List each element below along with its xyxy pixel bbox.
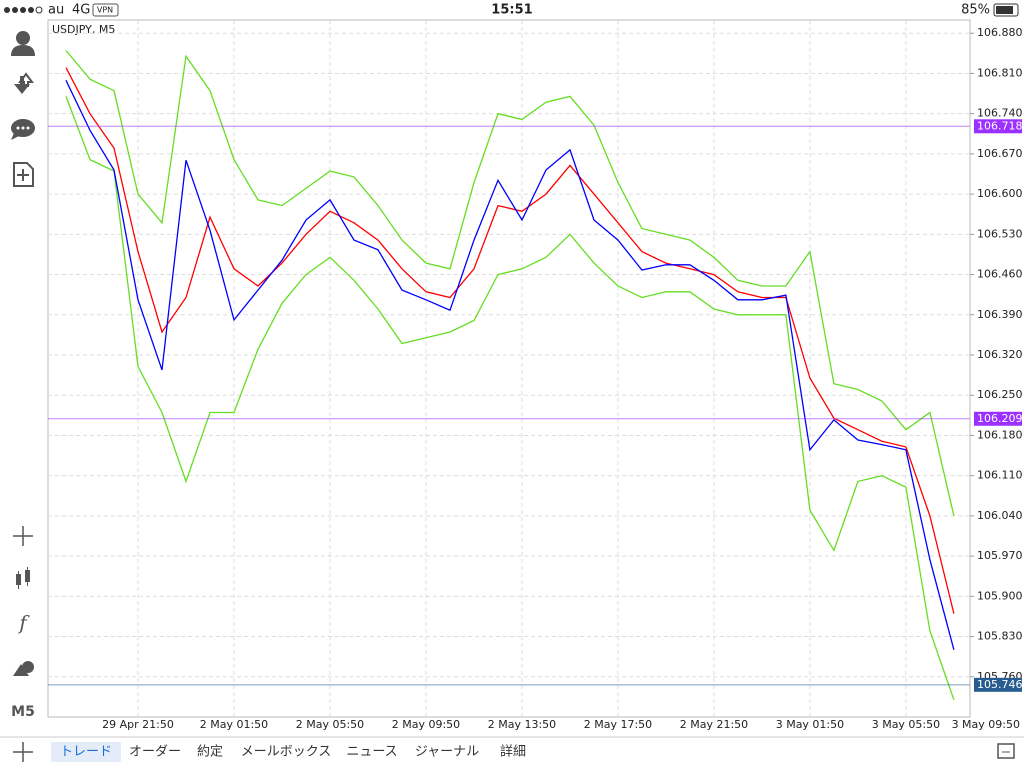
plot-frame <box>47 19 971 718</box>
battery-level: 85% <box>961 3 990 18</box>
chat-icon[interactable] <box>11 119 35 140</box>
y-tick-label: 106.180 <box>977 428 1023 441</box>
y-tick-label: 106.810 <box>977 66 1023 79</box>
y-tick-label: 106.320 <box>977 348 1023 361</box>
tab[interactable]: 約定 <box>197 745 223 760</box>
series-line <box>65 96 955 701</box>
chart-title: USDJPY, M5 <box>52 23 115 36</box>
indicator-icon[interactable]: f <box>17 611 30 635</box>
price-level-tag <box>974 677 1022 692</box>
x-tick-label: 3 May 05:50 <box>872 718 940 731</box>
tab[interactable]: オーダー <box>129 745 181 760</box>
x-tick-label: 29 Apr 21:50 <box>102 718 174 731</box>
y-tick-label: 106.600 <box>977 187 1023 200</box>
tab[interactable]: メールボックス <box>241 745 332 760</box>
carrier: au <box>48 3 64 18</box>
y-tick-label: 106.670 <box>977 147 1023 160</box>
x-tick-label: 2 May 09:50 <box>392 718 460 731</box>
tab[interactable]: ニュース <box>346 745 397 760</box>
fullscreen-icon[interactable] <box>997 743 1015 759</box>
price-level-label: 106.718 <box>977 119 1023 132</box>
price-level-label: 105.746 <box>977 678 1023 691</box>
series-line <box>65 67 955 614</box>
active-tab-bg <box>51 742 121 762</box>
price-level-label: 106.209 <box>977 412 1023 425</box>
tab[interactable]: 詳細 <box>500 744 526 760</box>
x-tick-label: 2 May 05:50 <box>296 718 364 731</box>
x-tick-label: 3 May 09:50 <box>952 718 1020 731</box>
trade-icon[interactable] <box>14 72 34 94</box>
vpn-box <box>92 3 119 17</box>
y-tick-label: 105.970 <box>977 549 1023 562</box>
y-tick-label: 106.530 <box>977 227 1023 240</box>
timeframe-button[interactable]: M5 <box>11 704 35 720</box>
x-tick-label: 2 May 17:50 <box>584 718 652 731</box>
price-level-tag <box>974 119 1022 134</box>
y-tick-label: 106.460 <box>977 268 1023 281</box>
price-level-tag <box>974 411 1022 426</box>
sidebar: f M5 <box>11 31 35 720</box>
x-tick-label: 2 May 13:50 <box>488 718 556 731</box>
add-button[interactable] <box>13 742 33 762</box>
battery-icon <box>993 3 1019 17</box>
y-tick-label: 106.040 <box>977 509 1023 522</box>
y-tick-label: 106.880 <box>977 26 1023 39</box>
y-tick-label: 105.900 <box>977 589 1023 602</box>
y-tick-label: 106.250 <box>977 388 1023 401</box>
vpn: VPN <box>97 6 113 15</box>
x-tick-label: 2 May 21:50 <box>680 718 748 731</box>
objects-icon[interactable] <box>13 661 34 676</box>
network: 4G <box>72 3 90 18</box>
y-tick-label: 105.830 <box>977 630 1023 643</box>
status-bar: au 4G VPN 15:51 85% <box>4 3 1019 18</box>
y-tick-label: 106.740 <box>977 107 1023 120</box>
x-tick-label: 2 May 01:50 <box>200 718 268 731</box>
new-chart-icon[interactable] <box>13 162 34 187</box>
tab[interactable]: ジャーナル <box>415 745 479 760</box>
tab[interactable]: トレード <box>60 745 112 760</box>
series-line <box>65 80 955 650</box>
series-line <box>65 50 955 517</box>
chart-type-icon[interactable] <box>16 567 30 589</box>
y-tick-label: 106.390 <box>977 308 1023 321</box>
x-tick-label: 3 May 01:50 <box>776 718 844 731</box>
clock: 15:51 <box>491 3 532 18</box>
battery-fill <box>996 6 1013 14</box>
y-tick-label: 106.110 <box>977 469 1023 482</box>
account-icon[interactable] <box>11 31 35 56</box>
crosshair-icon[interactable] <box>13 526 33 546</box>
signal-dots <box>4 6 43 14</box>
